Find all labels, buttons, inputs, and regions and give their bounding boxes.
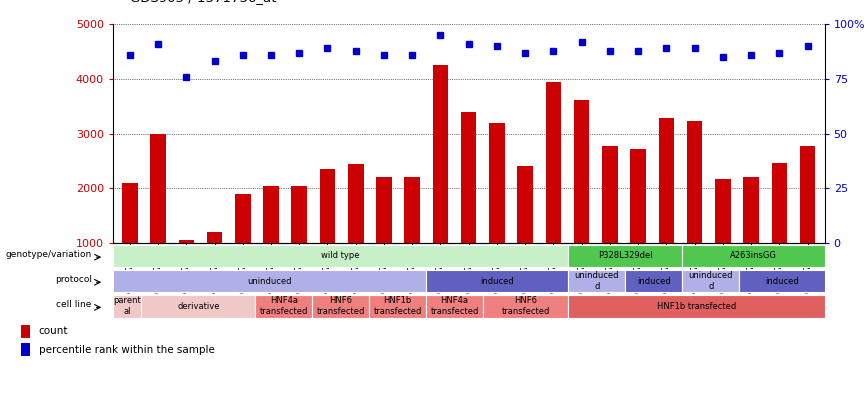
Bar <box>483 295 569 318</box>
Bar <box>569 270 625 292</box>
Bar <box>21 343 30 356</box>
Bar <box>263 185 279 298</box>
Bar <box>376 177 391 298</box>
Text: wild type: wild type <box>321 252 360 260</box>
Text: HNF1b
transfected: HNF1b transfected <box>373 296 422 316</box>
Text: HNF4a
transfected: HNF4a transfected <box>260 296 308 316</box>
Bar <box>461 112 477 298</box>
Bar <box>546 82 562 298</box>
Bar <box>433 65 448 298</box>
Text: P328L329del: P328L329del <box>598 252 653 260</box>
Bar <box>179 240 194 298</box>
Bar <box>319 169 335 298</box>
Bar <box>625 270 682 292</box>
Bar <box>426 270 569 292</box>
Bar <box>517 166 533 298</box>
Text: protocol: protocol <box>55 275 92 284</box>
Text: uninduced: uninduced <box>247 277 292 286</box>
Bar <box>255 295 312 318</box>
Bar <box>150 134 166 298</box>
Text: genotype/variation: genotype/variation <box>5 250 92 259</box>
Bar <box>715 179 731 298</box>
Bar <box>141 295 255 318</box>
Text: count: count <box>39 326 69 337</box>
Bar <box>348 164 364 298</box>
Text: HNF4a
transfected: HNF4a transfected <box>431 296 478 316</box>
Bar <box>743 177 759 298</box>
Bar <box>569 295 825 318</box>
Bar <box>113 245 569 267</box>
Bar <box>426 295 483 318</box>
Text: induced: induced <box>765 277 799 286</box>
Text: induced: induced <box>480 277 514 286</box>
Bar <box>113 270 426 292</box>
Bar <box>113 295 141 318</box>
Bar <box>682 245 825 267</box>
Bar <box>740 270 825 292</box>
Text: HNF6
transfected: HNF6 transfected <box>317 296 365 316</box>
Bar <box>682 270 740 292</box>
Bar <box>569 245 682 267</box>
Bar <box>404 177 420 298</box>
Bar <box>659 118 674 298</box>
Bar <box>122 183 137 298</box>
Bar <box>630 149 646 298</box>
Text: induced: induced <box>637 277 671 286</box>
Text: uninduced
d: uninduced d <box>688 271 733 291</box>
Bar <box>207 232 222 298</box>
Bar <box>292 185 307 298</box>
Bar <box>235 194 251 298</box>
Bar <box>490 123 504 298</box>
Text: HNF1b transfected: HNF1b transfected <box>657 302 736 311</box>
Bar <box>602 146 618 298</box>
Text: uninduced
d: uninduced d <box>575 271 619 291</box>
Text: HNF6
transfected: HNF6 transfected <box>502 296 549 316</box>
Bar <box>772 163 787 298</box>
Bar <box>312 295 369 318</box>
Text: A263insGG: A263insGG <box>730 252 777 260</box>
Text: GDS905 / 1371736_at: GDS905 / 1371736_at <box>130 0 277 4</box>
Text: percentile rank within the sample: percentile rank within the sample <box>39 345 214 355</box>
Text: derivative: derivative <box>177 302 220 311</box>
Text: parent
al: parent al <box>113 296 141 316</box>
Bar <box>574 100 589 298</box>
Bar <box>369 295 426 318</box>
Bar <box>21 325 30 338</box>
Bar <box>800 146 815 298</box>
Text: cell line: cell line <box>56 301 92 309</box>
Bar <box>687 121 702 298</box>
